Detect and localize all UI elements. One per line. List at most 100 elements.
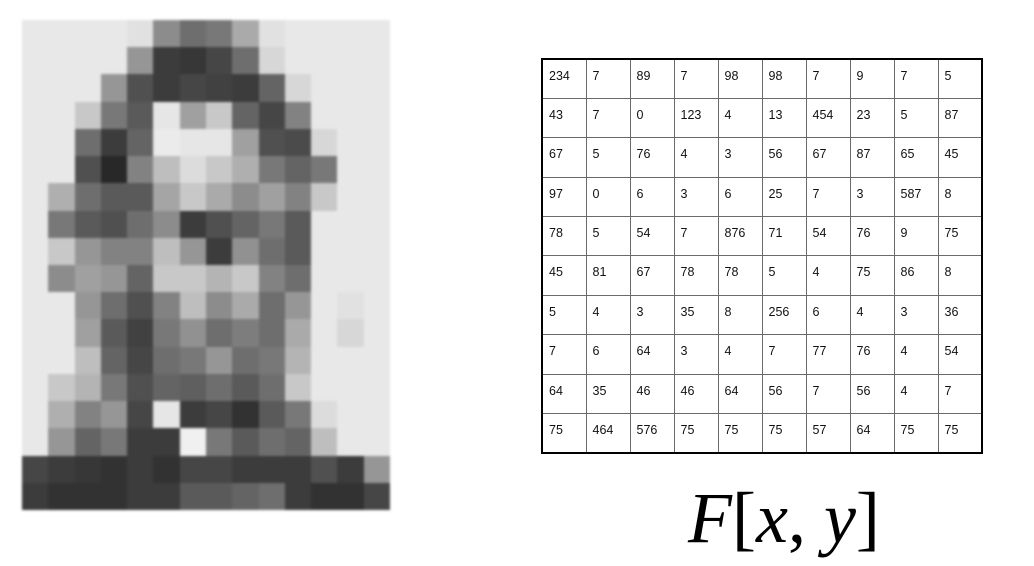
image-pixel — [127, 428, 154, 456]
image-pixel — [258, 47, 285, 75]
matrix-cell: 0 — [629, 97, 675, 139]
matrix-cell: 56 — [761, 373, 807, 415]
image-pixel — [179, 482, 206, 510]
matrix-cell-value: 8 — [944, 186, 952, 201]
image-pixel — [311, 237, 338, 265]
matrix-cell-value: 64 — [856, 423, 871, 438]
image-pixel — [258, 210, 285, 238]
matrix-cell: 54 — [805, 216, 851, 257]
image-pixel — [179, 455, 206, 483]
image-pixel — [311, 264, 338, 293]
matrix-cell: 7 — [805, 176, 851, 218]
image-pixel — [179, 156, 206, 184]
matrix-cell-value: 76 — [856, 226, 871, 241]
image-pixel — [311, 428, 338, 456]
image-pixel — [48, 401, 75, 429]
image-pixel — [22, 47, 49, 75]
image-pixel — [232, 401, 259, 429]
matrix-cell: 576 — [629, 413, 675, 454]
image-pixel — [153, 183, 180, 211]
matrix-cell-value: 7 — [812, 383, 820, 398]
image-pixel — [337, 47, 364, 75]
image-pixel — [337, 428, 364, 456]
image-pixel — [311, 482, 338, 510]
matrix-cell-value: 464 — [592, 423, 614, 438]
image-pixel — [153, 20, 180, 48]
image-pixel — [74, 319, 101, 347]
image-pixel — [100, 101, 128, 129]
matrix-cell: 35 — [585, 373, 631, 415]
matrix-cell-value: 75 — [680, 423, 695, 438]
matrix-cell: 4 — [585, 294, 631, 336]
image-pixel — [74, 401, 101, 429]
matrix-cell: 87 — [937, 97, 983, 139]
matrix-cell: 7 — [585, 58, 631, 99]
image-pixel — [363, 128, 390, 157]
image-pixel — [153, 319, 180, 347]
image-pixel — [100, 319, 128, 347]
matrix-cell-value: 7 — [812, 186, 820, 201]
image-pixel — [284, 237, 312, 265]
matrix-cell: 46 — [673, 373, 719, 415]
image-pixel — [179, 128, 206, 157]
image-pixel — [206, 47, 233, 75]
matrix-cell: 78 — [673, 255, 719, 296]
image-pixel — [363, 455, 390, 483]
matrix-cell-value: 57 — [812, 423, 827, 438]
image-pixel — [363, 210, 390, 238]
matrix-cell-value: 56 — [768, 147, 783, 162]
image-pixel — [22, 20, 49, 48]
image-pixel — [100, 428, 128, 456]
matrix-cell-value: 89 — [636, 69, 651, 83]
image-pixel — [74, 455, 101, 483]
matrix-cell: 9 — [893, 216, 939, 257]
image-pixel — [48, 128, 75, 157]
matrix-row: 78 5 54 7 876 71 54 76 9 75 — [541, 216, 983, 257]
matrix-cell: 4 — [805, 255, 851, 296]
matrix-cell-value: 75 — [724, 423, 739, 438]
matrix-cell: 4 — [673, 137, 719, 178]
image-pixel — [363, 101, 390, 129]
image-pixel — [337, 156, 364, 184]
image-pixel — [153, 292, 180, 320]
matrix-cell-value: 7 — [900, 69, 908, 83]
image-pixel — [284, 20, 312, 48]
matrix-cell: 77 — [805, 334, 851, 375]
matrix-cell: 7 — [541, 334, 587, 375]
image-pixel — [363, 428, 390, 456]
image-pixel — [311, 346, 338, 374]
image-pixel — [206, 156, 233, 184]
matrix-cell-value: 56 — [856, 383, 871, 398]
matrix-cell: 5 — [585, 137, 631, 178]
image-pixel — [48, 156, 75, 184]
matrix-cell-value: 87 — [856, 147, 871, 162]
matrix-cell: 71 — [761, 216, 807, 257]
image-pixel — [179, 20, 206, 48]
image-pixel — [363, 183, 390, 211]
matrix-cell: 454 — [805, 97, 851, 139]
matrix-cell-value: 67 — [812, 147, 827, 162]
image-pixel — [74, 20, 101, 48]
image-pixel — [74, 183, 101, 211]
matrix-cell: 36 — [937, 294, 983, 336]
image-pixel — [206, 428, 233, 456]
matrix-cell: 65 — [893, 137, 939, 178]
image-pixel — [232, 373, 259, 402]
matrix-cell-value: 4 — [812, 265, 820, 280]
matrix-cell-value: 6 — [724, 186, 732, 201]
matrix-cell: 45 — [937, 137, 983, 178]
matrix-cell-value: 46 — [680, 383, 695, 398]
image-pixel — [127, 128, 154, 157]
matrix-cell: 464 — [585, 413, 631, 454]
matrix-cell: 76 — [849, 216, 895, 257]
matrix-cell-value: 234 — [549, 69, 570, 83]
image-pixel — [127, 47, 154, 75]
image-pixel — [153, 237, 180, 265]
image-pixel — [48, 292, 75, 320]
image-pixel — [363, 346, 390, 374]
matrix-cell-value: 7 — [680, 69, 688, 83]
image-pixel — [258, 455, 285, 483]
image-pixel — [311, 455, 338, 483]
image-pixel — [153, 264, 180, 293]
image-pixel — [363, 20, 390, 48]
